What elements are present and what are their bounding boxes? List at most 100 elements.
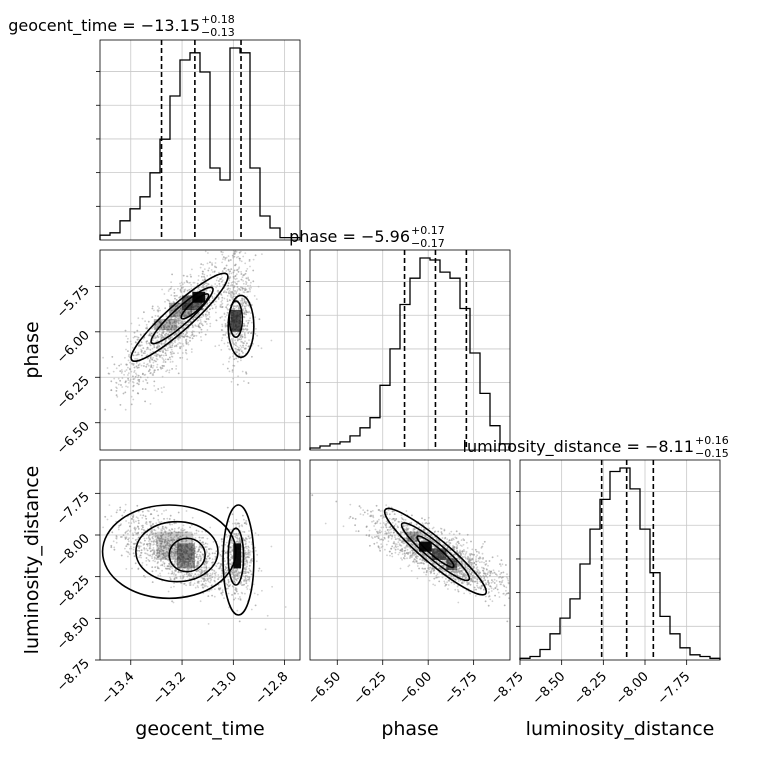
scatter-point	[156, 561, 159, 564]
scatter-point	[117, 526, 120, 529]
scatter-point	[154, 566, 157, 569]
scatter-point	[173, 585, 175, 588]
scatter-point	[160, 529, 163, 532]
scatter-point	[162, 361, 165, 363]
scatter-point	[255, 560, 258, 563]
scatter-point	[161, 391, 163, 394]
scatter-point	[163, 386, 165, 389]
scatter-point	[159, 354, 161, 357]
scatter-point	[171, 336, 174, 339]
scatter-point	[155, 522, 158, 524]
scatter-point	[231, 291, 234, 293]
scatter-point	[170, 281, 173, 284]
scatter-point	[239, 259, 241, 262]
scatter-point	[125, 568, 128, 570]
scatter-point	[111, 531, 114, 534]
scatter-point	[165, 509, 168, 512]
scatter-point	[113, 546, 116, 549]
scatter-point	[153, 380, 156, 383]
scatter-point	[182, 343, 184, 345]
scatter-point	[229, 276, 232, 279]
scatter-point	[128, 553, 131, 555]
scatter-point	[232, 522, 234, 525]
scatter-point	[125, 364, 128, 366]
scatter-point	[231, 340, 234, 342]
scatter-point	[171, 273, 174, 276]
scatter-point	[129, 368, 131, 371]
scatter-point	[242, 322, 245, 325]
scatter-point	[110, 546, 113, 549]
scatter-point	[129, 340, 132, 343]
scatter-point	[191, 268, 193, 271]
scatter-point	[242, 282, 245, 285]
scatter-point	[244, 577, 247, 580]
scatter-point	[174, 341, 177, 344]
scatter-point	[140, 351, 143, 354]
scatter-point	[241, 340, 243, 343]
scatter-point	[231, 297, 234, 299]
scatter-point	[235, 341, 237, 344]
scatter-point	[129, 545, 132, 548]
scatter-point	[112, 540, 115, 543]
scatter-point	[236, 339, 239, 342]
scatter-point	[222, 251, 224, 254]
scatter-point	[226, 345, 229, 347]
scatter-point	[170, 565, 173, 568]
scatter-point	[238, 293, 241, 295]
scatter-point	[252, 258, 255, 261]
scatter-point	[215, 305, 218, 308]
scatter-point	[179, 347, 182, 350]
scatter-point	[229, 294, 232, 296]
scatter-point	[144, 350, 146, 353]
scatter-point	[150, 332, 153, 335]
scatter-point	[166, 347, 169, 350]
scatter-point	[134, 376, 137, 378]
scatter-point	[227, 341, 229, 344]
scatter-point	[242, 325, 245, 328]
scatter-point	[135, 354, 138, 357]
scatter-point	[226, 314, 228, 316]
scatter-point	[136, 354, 139, 356]
scatter-point	[146, 357, 149, 360]
scatter-point	[164, 300, 166, 303]
scatter-point	[148, 534, 151, 537]
scatter-point	[131, 532, 134, 535]
scatter-point	[152, 559, 155, 562]
scatter-point	[171, 316, 174, 318]
scatter-point	[229, 553, 232, 555]
scatter-point	[247, 319, 250, 322]
scatter-point	[191, 332, 194, 334]
scatter-point	[229, 546, 232, 549]
scatter-point	[243, 331, 246, 334]
scatter-point	[185, 340, 188, 343]
scatter-point	[150, 366, 153, 368]
scatter-point	[243, 380, 245, 382]
scatter-point	[179, 336, 182, 339]
scatter-point	[196, 319, 199, 322]
scatter-point	[179, 289, 182, 292]
scatter-point	[246, 342, 248, 345]
scatter-point	[152, 331, 155, 334]
scatter-point	[185, 329, 188, 332]
scatter-point	[124, 538, 127, 540]
scatter-point	[102, 526, 104, 529]
scatter-point	[226, 536, 229, 538]
scatter-point	[205, 315, 208, 318]
scatter-point	[200, 321, 202, 323]
scatter-point	[171, 324, 174, 327]
scatter-point	[241, 304, 244, 306]
scatter-point	[232, 293, 235, 296]
scatter-point	[237, 255, 240, 258]
scatter-point	[249, 265, 251, 268]
scatter-point	[175, 368, 178, 370]
scatter-point	[223, 291, 225, 294]
scatter-point	[182, 326, 185, 329]
scatter-point	[174, 297, 176, 300]
scatter-point	[148, 333, 151, 335]
scatter-point	[249, 290, 251, 293]
scatter-point	[224, 324, 227, 327]
scatter-point	[170, 353, 173, 355]
scatter-point	[236, 286, 239, 288]
scatter-point	[146, 533, 149, 536]
scatter-point	[245, 344, 248, 347]
